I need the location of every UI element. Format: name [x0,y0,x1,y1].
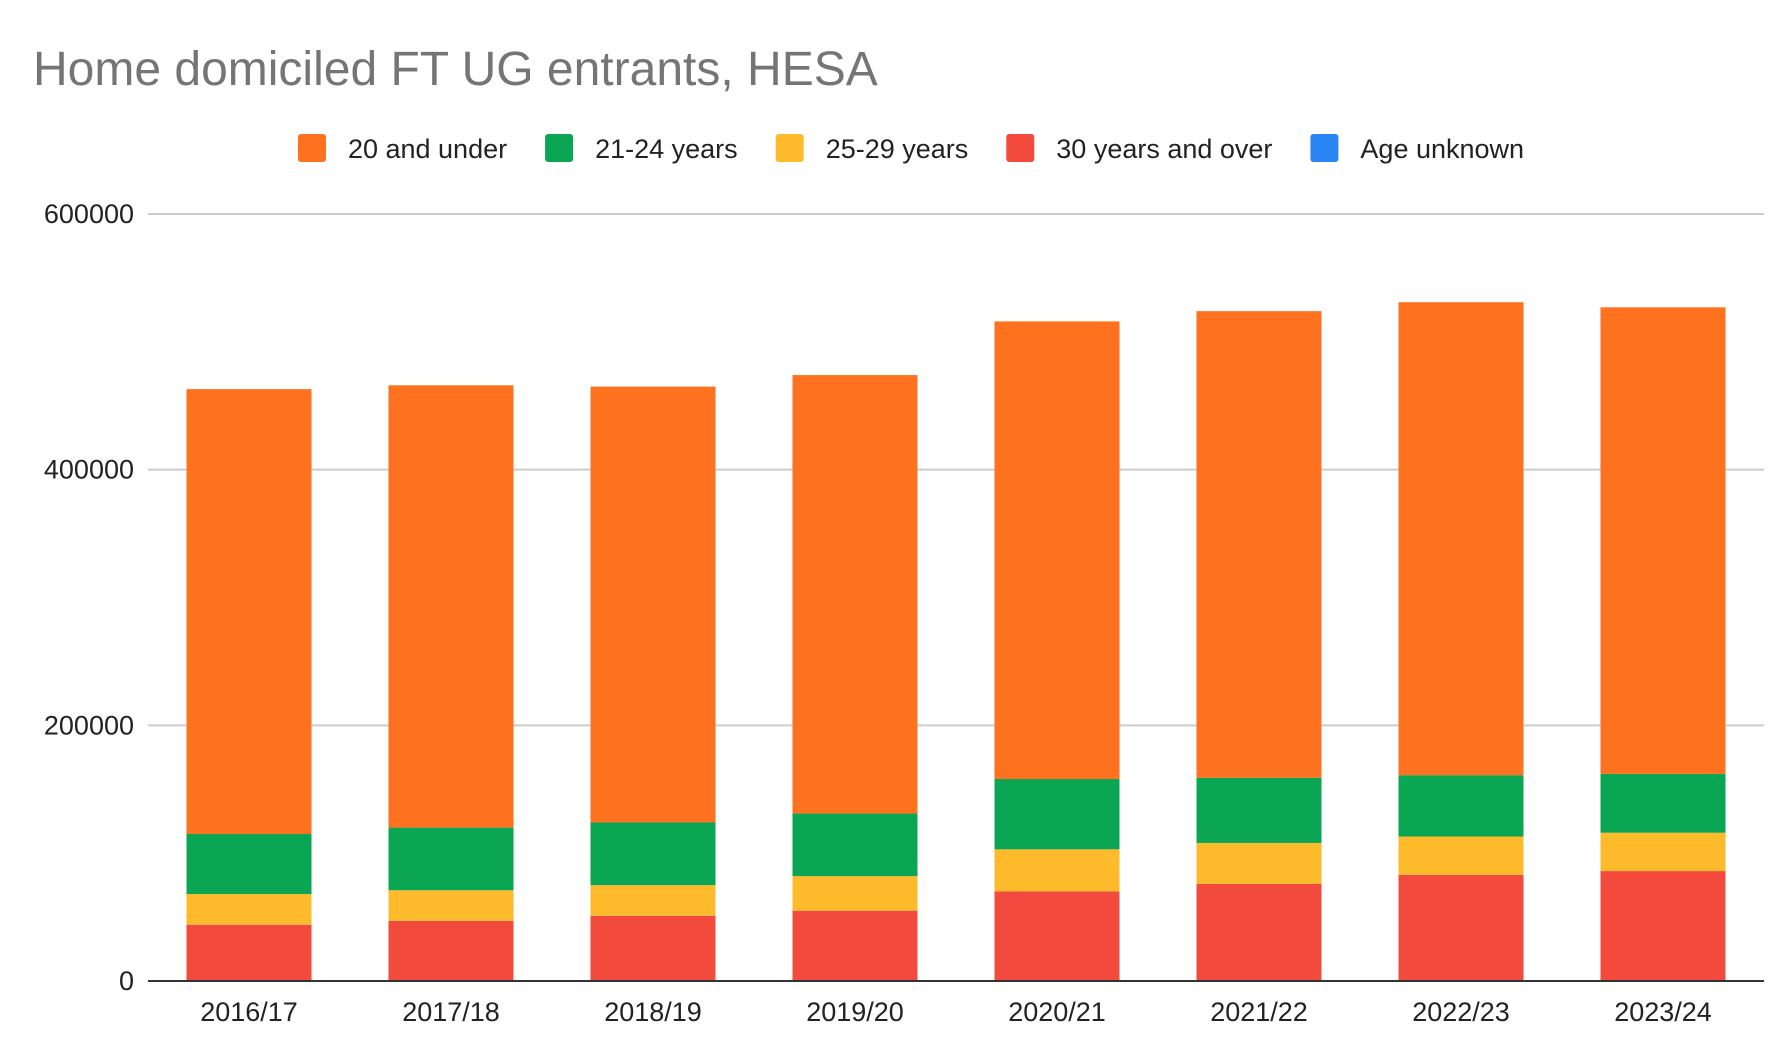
legend-label: 30 years and over [1056,134,1272,164]
bar-21-24-years-2021-22[interactable] [1196,777,1322,843]
bar-25-29-years-2022-23[interactable] [1398,836,1524,875]
bars [186,302,1726,981]
bar-30-years-and-over-2023-24[interactable] [1600,871,1726,981]
bar-21-24-years-2023-24[interactable] [1600,773,1726,833]
bar-20-and-under-2021-22[interactable] [1196,311,1322,778]
legend-swatch [545,134,574,162]
bar-25-29-years-2020-21[interactable] [994,849,1120,892]
legend-label: 21-24 years [595,134,738,164]
bar-21-24-years-2017-18[interactable] [388,827,514,891]
x-tick-label: 2023/24 [1614,997,1712,1027]
bar-20-and-under-2017-18[interactable] [388,385,514,828]
y-tick-label: 600000 [44,199,134,229]
legend-label: Age unknown [1360,134,1524,164]
bar-20-and-under-2019-20[interactable] [792,375,918,814]
bar-20-and-under-2023-24[interactable] [1600,307,1726,774]
bar-30-years-and-over-2016-17[interactable] [186,924,312,981]
y-tick-label: 400000 [44,455,134,485]
bar-21-24-years-2019-20[interactable] [792,813,918,877]
x-tick-label: 2022/23 [1412,997,1510,1027]
legend-item-20-and-under[interactable]: 20 and under [297,134,507,164]
bar-21-24-years-2018-19[interactable] [590,822,716,886]
bar-30-years-and-over-2019-20[interactable] [792,910,918,981]
chart-title: Home domiciled FT UG entrants, HESA [33,43,878,96]
legend-label: 20 and under [348,134,507,164]
bar-30-years-and-over-2020-21[interactable] [994,891,1120,981]
bar-21-24-years-2022-23[interactable] [1398,775,1524,837]
legend-item-30-years-and-over[interactable]: 30 years and over [1006,134,1272,164]
bar-25-29-years-2018-19[interactable] [590,885,716,916]
bar-20-and-under-2016-17[interactable] [186,389,312,834]
legend: 20 and under 21-24 years 25-29 years 30 yea… [297,134,1524,164]
x-tick-label: 2020/21 [1008,997,1106,1027]
bar-25-29-years-2023-24[interactable] [1600,832,1726,872]
bar-25-29-years-2016-17[interactable] [186,894,312,925]
x-tick-label: 2017/18 [402,997,500,1027]
bar-30-years-and-over-2021-22[interactable] [1196,883,1322,981]
y-tick-label: 200000 [44,710,134,740]
legend-swatch [297,134,326,162]
x-tick-label: 2018/19 [604,997,702,1027]
y-axis-ticks: 0 200000 400000 600000 [44,199,134,996]
bar-21-24-years-2016-17[interactable] [186,833,312,895]
x-tick-label: 2021/22 [1210,997,1308,1027]
bar-30-years-and-over-2017-18[interactable] [388,920,514,981]
legend-item-21-24-years[interactable]: 21-24 years [545,134,738,164]
legend-swatch [1006,134,1035,162]
bar-25-29-years-2017-18[interactable] [388,890,514,921]
bar-30-years-and-over-2018-19[interactable] [590,915,716,981]
bar-21-24-years-2020-21[interactable] [994,779,1120,850]
x-axis-ticks: 2016/17 2017/18 2018/19 2019/20 2020/21 2021/… [200,997,1712,1027]
legend-label: 25-29 years [826,134,969,164]
bar-30-years-and-over-2022-23[interactable] [1398,874,1524,981]
legend-swatch [775,134,804,162]
x-tick-label: 2019/20 [806,997,904,1027]
legend-swatch [1310,134,1339,162]
bar-20-and-under-2022-23[interactable] [1398,302,1524,776]
bar-25-29-years-2019-20[interactable] [792,876,918,911]
x-tick-label: 2016/17 [200,997,298,1027]
legend-item-age-unknown[interactable]: Age unknown [1310,134,1524,164]
bar-20-and-under-2018-19[interactable] [590,386,716,823]
legend-item-25-29-years[interactable]: 25-29 years [775,134,969,164]
bar-25-29-years-2021-22[interactable] [1196,842,1322,884]
y-tick-label: 0 [119,966,134,996]
bar-20-and-under-2020-21[interactable] [994,321,1120,780]
